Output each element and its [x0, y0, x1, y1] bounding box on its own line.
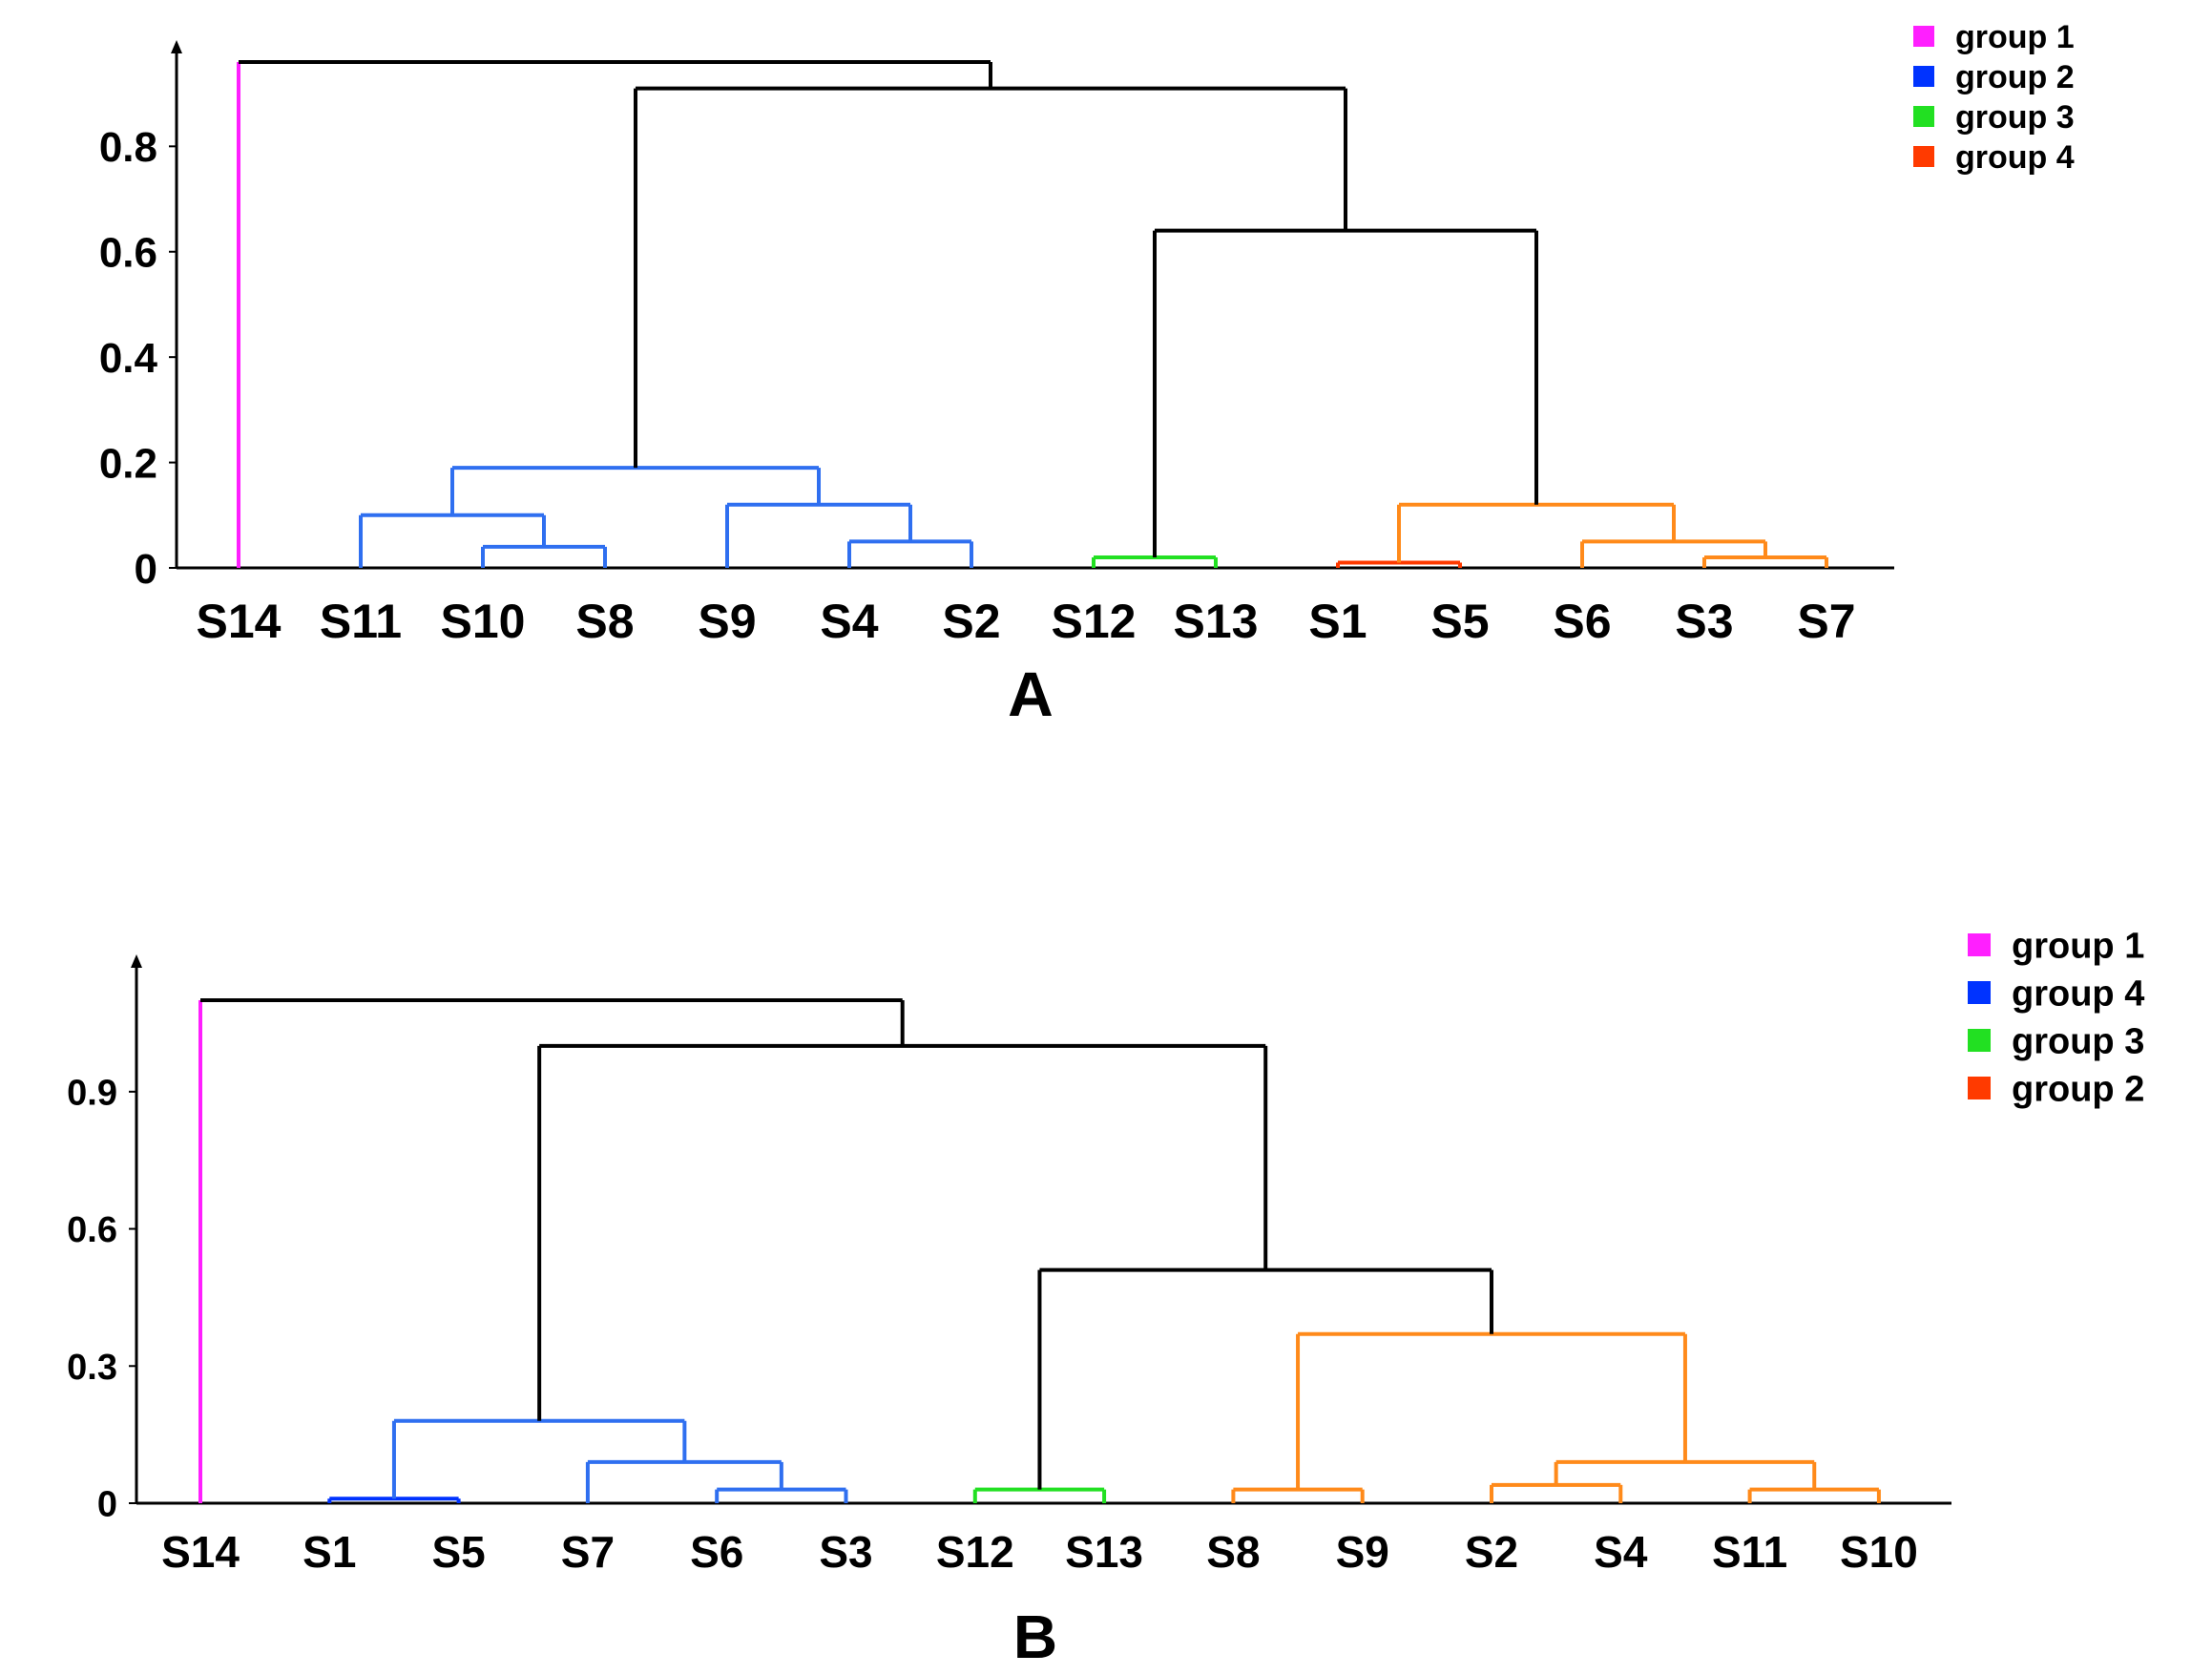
legend-swatch: [1913, 66, 1934, 87]
leaf-label: S9: [1336, 1527, 1389, 1577]
leaf-label: S12: [1052, 595, 1137, 648]
leaf-label: S6: [1553, 595, 1611, 648]
leaf-label: S4: [1594, 1527, 1648, 1577]
legend-swatch: [1913, 106, 1934, 127]
leaf-label: S2: [942, 595, 1000, 648]
legend-label: group 4: [2012, 974, 2144, 1014]
y-tick-label: 0.2: [99, 440, 157, 487]
leaf-label: S9: [698, 595, 756, 648]
leaf-label: S11: [1712, 1527, 1787, 1577]
y-tick-label: 0: [135, 546, 157, 593]
panel-label: A: [1008, 659, 1054, 729]
legend-label: group 1: [1955, 19, 2075, 55]
leaf-label: S14: [197, 595, 282, 648]
legend-label: group 2: [1955, 59, 2075, 95]
leaf-label: S3: [819, 1527, 872, 1577]
legend-swatch: [1913, 26, 1934, 47]
leaf-label: S1: [303, 1527, 356, 1577]
leaf-label: S13: [1174, 595, 1259, 648]
leaf-label: S10: [1840, 1527, 1918, 1577]
legend-swatch: [1913, 146, 1934, 167]
leaf-label: S10: [441, 595, 526, 648]
leaf-label: S2: [1465, 1527, 1518, 1577]
y-tick-label: 0.4: [99, 335, 158, 382]
y-axis-arrow-icon: [131, 954, 142, 968]
leaf-label: S6: [690, 1527, 743, 1577]
legend-label: group 3: [2012, 1021, 2144, 1061]
y-tick-label: 0.6: [67, 1210, 117, 1250]
legend-swatch: [1968, 981, 1991, 1004]
y-tick-label: 0: [97, 1485, 117, 1525]
legend-label: group 3: [1955, 99, 2075, 136]
y-tick-label: 0.9: [67, 1073, 117, 1113]
leaf-label: S7: [1797, 595, 1855, 648]
panel-label: B: [1013, 1602, 1057, 1671]
leaf-label: S4: [820, 595, 878, 648]
legend-label: group 2: [2012, 1069, 2144, 1109]
leaf-label: S1: [1308, 595, 1367, 648]
legend-label: group 1: [2012, 926, 2144, 966]
leaf-label: S7: [561, 1527, 615, 1577]
leaf-label: S11: [320, 595, 402, 648]
leaf-label: S3: [1675, 595, 1733, 648]
legend-swatch: [1968, 1077, 1991, 1099]
leaf-label: S5: [431, 1527, 485, 1577]
legend-swatch: [1968, 1029, 1991, 1052]
y-tick-label: 0.8: [99, 124, 157, 171]
legend-swatch: [1968, 933, 1991, 956]
dendrogram-panel-b: 0 0.3 0.6 0.9 S14 S1 S5 S7 S6 S3 S12 S13 S8 S9 S2 S4 S11…: [67, 926, 2144, 1671]
leaf-label: S5: [1430, 595, 1489, 648]
legend-label: group 4: [1955, 139, 2075, 176]
leaf-label: S8: [575, 595, 634, 648]
dendrogram-panel-a: 0 0.2 0.4 0.6 0.8 S14 S11 S10 S8 S9 S4 S2 S12 S13 S1 S5…: [99, 19, 2075, 729]
leaf-label: S8: [1206, 1527, 1260, 1577]
leaf-label: S14: [161, 1527, 240, 1577]
y-axis-arrow-icon: [171, 40, 182, 53]
y-tick-label: 0.3: [67, 1348, 117, 1388]
leaf-label: S12: [936, 1527, 1014, 1577]
leaf-label: S13: [1065, 1527, 1143, 1577]
y-tick-label: 0.6: [99, 230, 157, 277]
